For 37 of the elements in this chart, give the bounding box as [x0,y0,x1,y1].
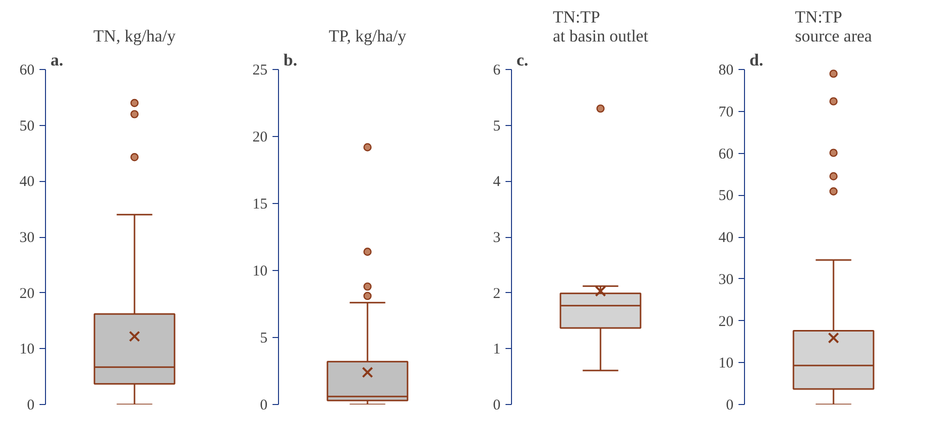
y-tick-label: 3 [493,230,500,246]
y-tick-label: 20 [252,130,268,146]
text: b. [284,50,298,70]
y-tick-label: 30 [718,272,734,288]
y-tick-label: 50 [718,188,734,204]
y-tick-label: 50 [20,118,34,134]
y-tick-label: 5 [493,118,500,134]
text: d. [750,50,764,70]
y-tick-label: 80 [718,62,734,78]
y-tick-label: 40 [718,230,734,246]
y-tick-label: 10 [718,356,734,372]
y-tick-label: 15 [252,196,268,212]
text: a. [50,50,64,70]
chart-title: TN:TP source area [795,8,872,46]
y-tick-label: 0 [260,398,268,414]
y-tick-label: 20 [718,314,734,330]
y-tick-label: 10 [252,264,268,280]
y-tick-label: 4 [493,174,501,190]
y-tick-label: 60 [718,146,734,162]
y-tick-label: 1 [493,342,500,358]
y-tick-label: 2 [493,286,500,302]
y-tick-label: 6 [493,62,501,78]
y-tick-label: 70 [718,104,734,120]
chart-title: TN, kg/ha/y [93,26,176,46]
y-tick-label: 25 [252,62,268,78]
y-tick-label: 60 [20,62,34,78]
y-tick-label: 5 [260,330,268,346]
chart-title: TP, kg/ha/y [328,26,407,46]
y-tick-label: 0 [493,398,500,414]
y-tick-label: 0 [27,398,34,414]
y-tick-label: 0 [726,398,734,414]
y-tick-label: 30 [20,230,34,246]
y-tick-label: 20 [20,286,34,302]
y-tick-label: 10 [20,342,34,358]
y-tick-label: 40 [20,174,34,190]
text: c. [516,50,528,70]
chart-title: TN:TP at basin outlet [552,8,648,46]
